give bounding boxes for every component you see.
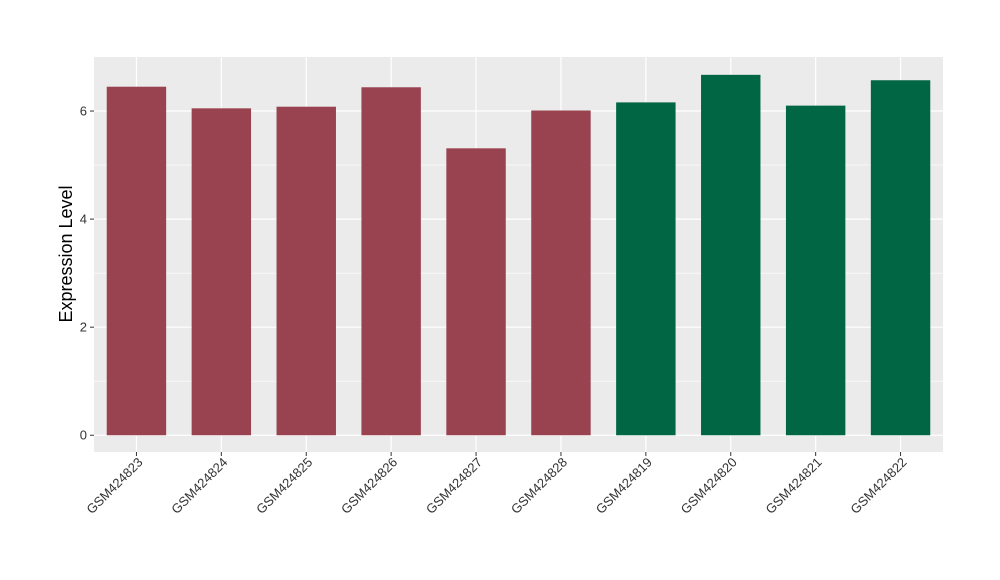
y-tick-label: 2 [80,320,87,335]
x-tick-label: GSM424820 [678,455,740,517]
bar-GSM424821 [785,105,846,436]
bar-GSM424827 [446,148,506,436]
bar-GSM424826 [361,87,421,436]
x-tick-label: GSM424825 [253,455,315,517]
bar-GSM424823 [106,86,167,436]
x-tick-label: GSM424822 [847,455,909,517]
x-tick-label: GSM424828 [508,455,570,517]
bars [106,74,931,436]
bar-GSM424819 [616,102,676,436]
y-tick-label: 0 [80,428,87,443]
x-tick-label: GSM424821 [763,455,825,517]
y-axis-title: Expression Level [56,185,76,322]
x-tick-label: GSM424819 [593,455,655,517]
x-axis: GSM424823 GSM424824 GSM424825 GSM424826 GSM4… [83,452,910,517]
bar-GSM424828 [531,110,591,436]
bar-GSM424820 [701,74,761,436]
x-tick-label: GSM424827 [423,455,485,517]
x-tick-label: GSM424826 [338,455,400,517]
y-tick-label: 6 [80,104,87,119]
bar-GSM424824 [191,108,252,436]
y-tick-label: 4 [80,212,87,227]
x-tick-label: GSM424823 [83,455,145,517]
x-tick-label: GSM424824 [168,455,230,517]
bar-GSM424822 [870,80,931,436]
bar-GSM424825 [276,106,336,436]
y-axis: 0 2 4 6 [80,104,94,443]
